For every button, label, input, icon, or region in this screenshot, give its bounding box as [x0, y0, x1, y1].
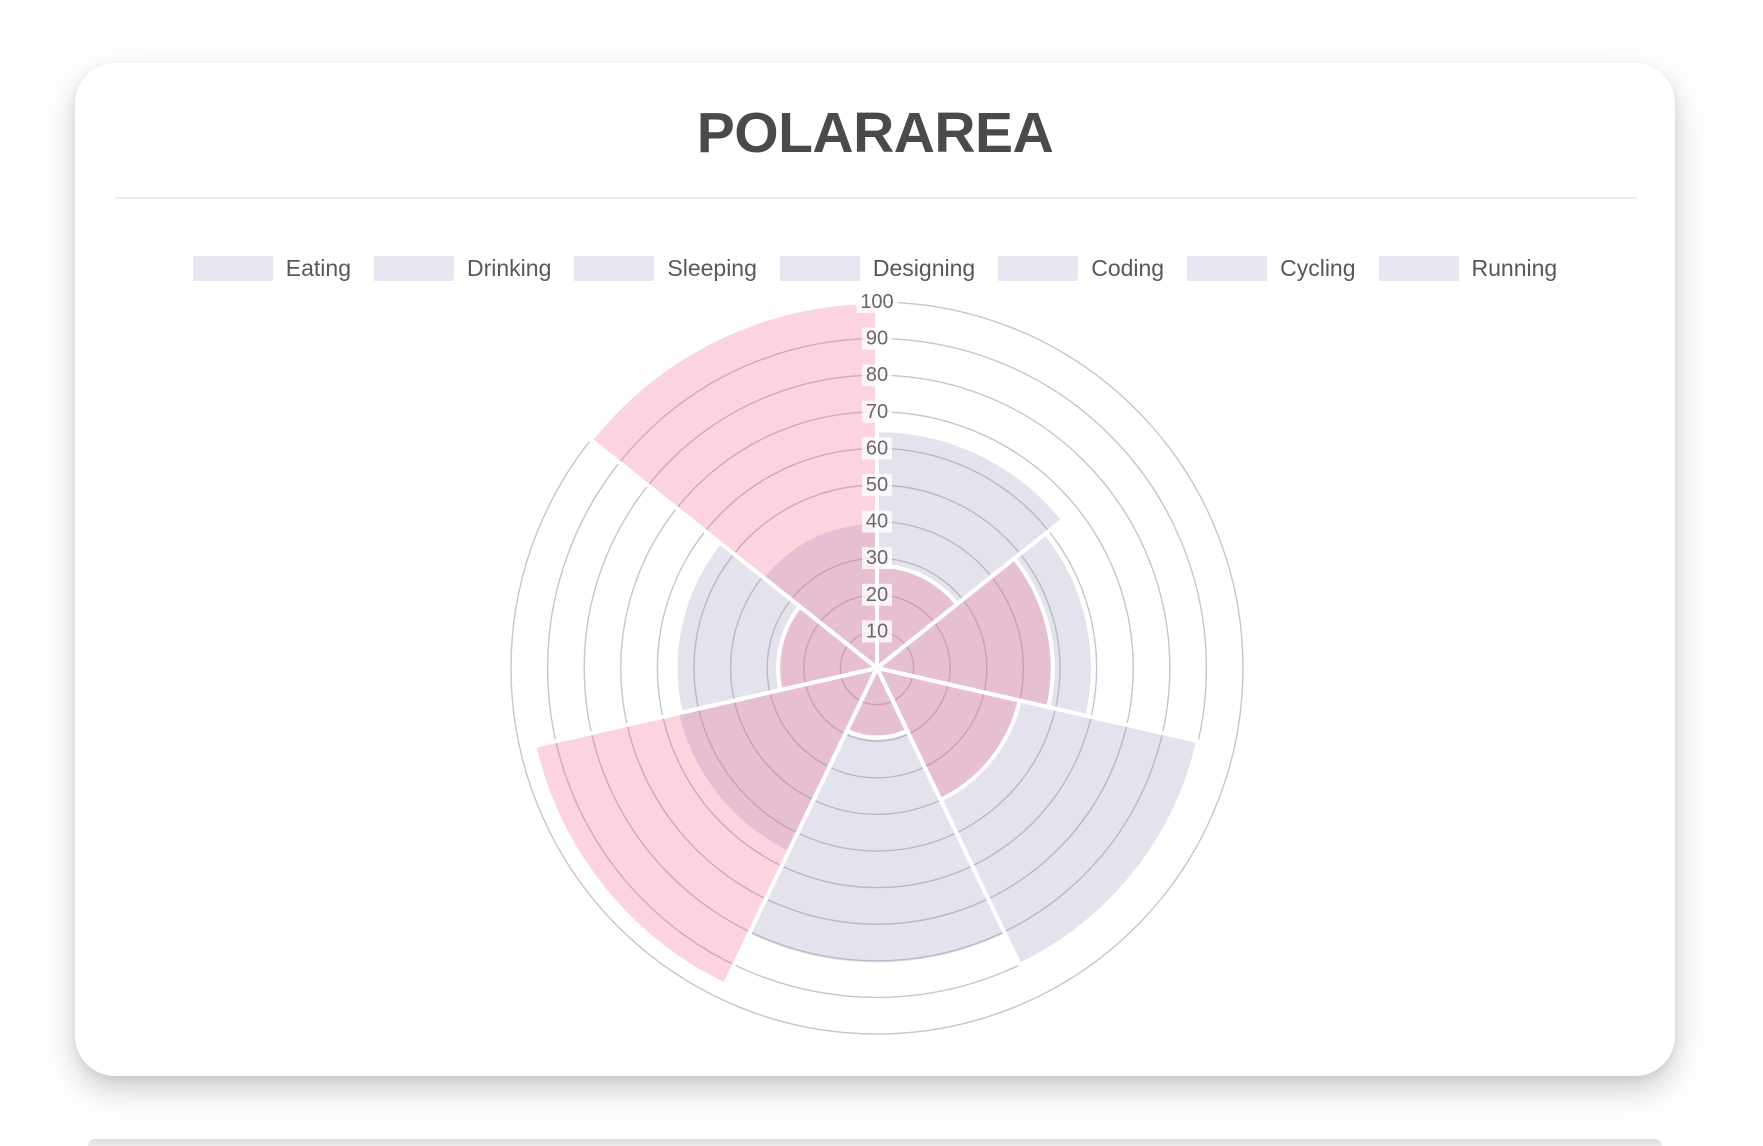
legend-label: Designing [872, 255, 976, 281]
sector-cycling-dataset-1[interactable] [673, 539, 882, 716]
legend-swatch [1187, 256, 1268, 281]
legend-swatch [1378, 256, 1459, 281]
legend-label: Sleeping [667, 255, 757, 281]
tick-label-70: 70 [866, 401, 888, 423]
sector-running-dataset-2[interactable] [588, 299, 879, 673]
tick-backdrop-40 [862, 510, 892, 533]
tick-label-80: 80 [866, 364, 888, 386]
sector-designing-dataset-1[interactable] [745, 663, 1009, 967]
tick-label-50: 50 [866, 474, 888, 496]
tick-label-90: 90 [866, 328, 888, 350]
legend-swatch [998, 256, 1079, 281]
sector-eating-dataset-1[interactable] [875, 428, 1066, 673]
tick-backdrop-30 [862, 547, 892, 570]
legend-swatch [574, 256, 655, 281]
tick-label-30: 30 [866, 547, 888, 569]
tick-label-20: 20 [866, 584, 888, 606]
legend-item-coding[interactable]: Coding [998, 256, 1164, 281]
legend-swatch [779, 256, 860, 281]
tick-label-40: 40 [866, 511, 888, 533]
sector-sleeping-dataset-1[interactable] [873, 665, 1201, 968]
legend-label: Running [1471, 255, 1558, 281]
legend-item-designing[interactable]: Designing [779, 255, 976, 281]
sector-coding-dataset-1[interactable] [674, 665, 881, 856]
tick-label-60: 60 [866, 437, 888, 459]
legend-item-eating[interactable]: Eating [192, 255, 351, 281]
tick-backdrop-80 [862, 364, 892, 387]
sector-coding-dataset-2[interactable] [532, 665, 881, 988]
chart-card: POLARAREA Eating Drinking Sleeping Designin… [75, 63, 1675, 1076]
legend-label: Cycling [1280, 255, 1356, 281]
legend-label: Coding [1091, 255, 1165, 281]
legend-label: Drinking [467, 255, 552, 281]
tick-backdrop-60 [862, 437, 892, 460]
sector-drinking-dataset-2[interactable] [872, 555, 1055, 710]
chart-legend: Eating Drinking Sleeping Designing Coding Cyc… [75, 256, 1675, 281]
sector-drinking-dataset-1[interactable] [872, 530, 1095, 719]
polar-area-chart[interactable]: 10 20 30 40 50 60 70 80 90 100 [75, 63, 1675, 1076]
tick-backdrop-90 [862, 327, 892, 350]
chart-title: POLARAREA [696, 101, 1054, 165]
legend-item-sleeping[interactable]: Sleeping [574, 256, 757, 281]
tick-backdrop-20 [862, 583, 892, 606]
legend-label: Eating [285, 255, 351, 281]
tick-backdrop-100 [856, 291, 898, 313]
legend-item-drinking[interactable]: Drinking [374, 256, 551, 281]
tick-label-100: 100 [860, 291, 893, 313]
sector-sleeping-dataset-2[interactable] [873, 665, 1023, 803]
tick-backdrop-50 [862, 474, 892, 496]
next-card-top-edge [88, 1139, 1662, 1146]
legend-swatch [192, 256, 273, 281]
legend-item-cycling[interactable]: Cycling [1187, 255, 1356, 281]
sector-cycling-dataset-2[interactable] [776, 603, 882, 693]
tick-backdrop-70 [862, 400, 892, 423]
title-divider [115, 197, 1637, 199]
legend-swatch [374, 256, 454, 281]
legend-item-running[interactable]: Running [1378, 255, 1558, 281]
tick-backdrop-10 [862, 620, 892, 643]
tick-label-10: 10 [866, 620, 888, 642]
